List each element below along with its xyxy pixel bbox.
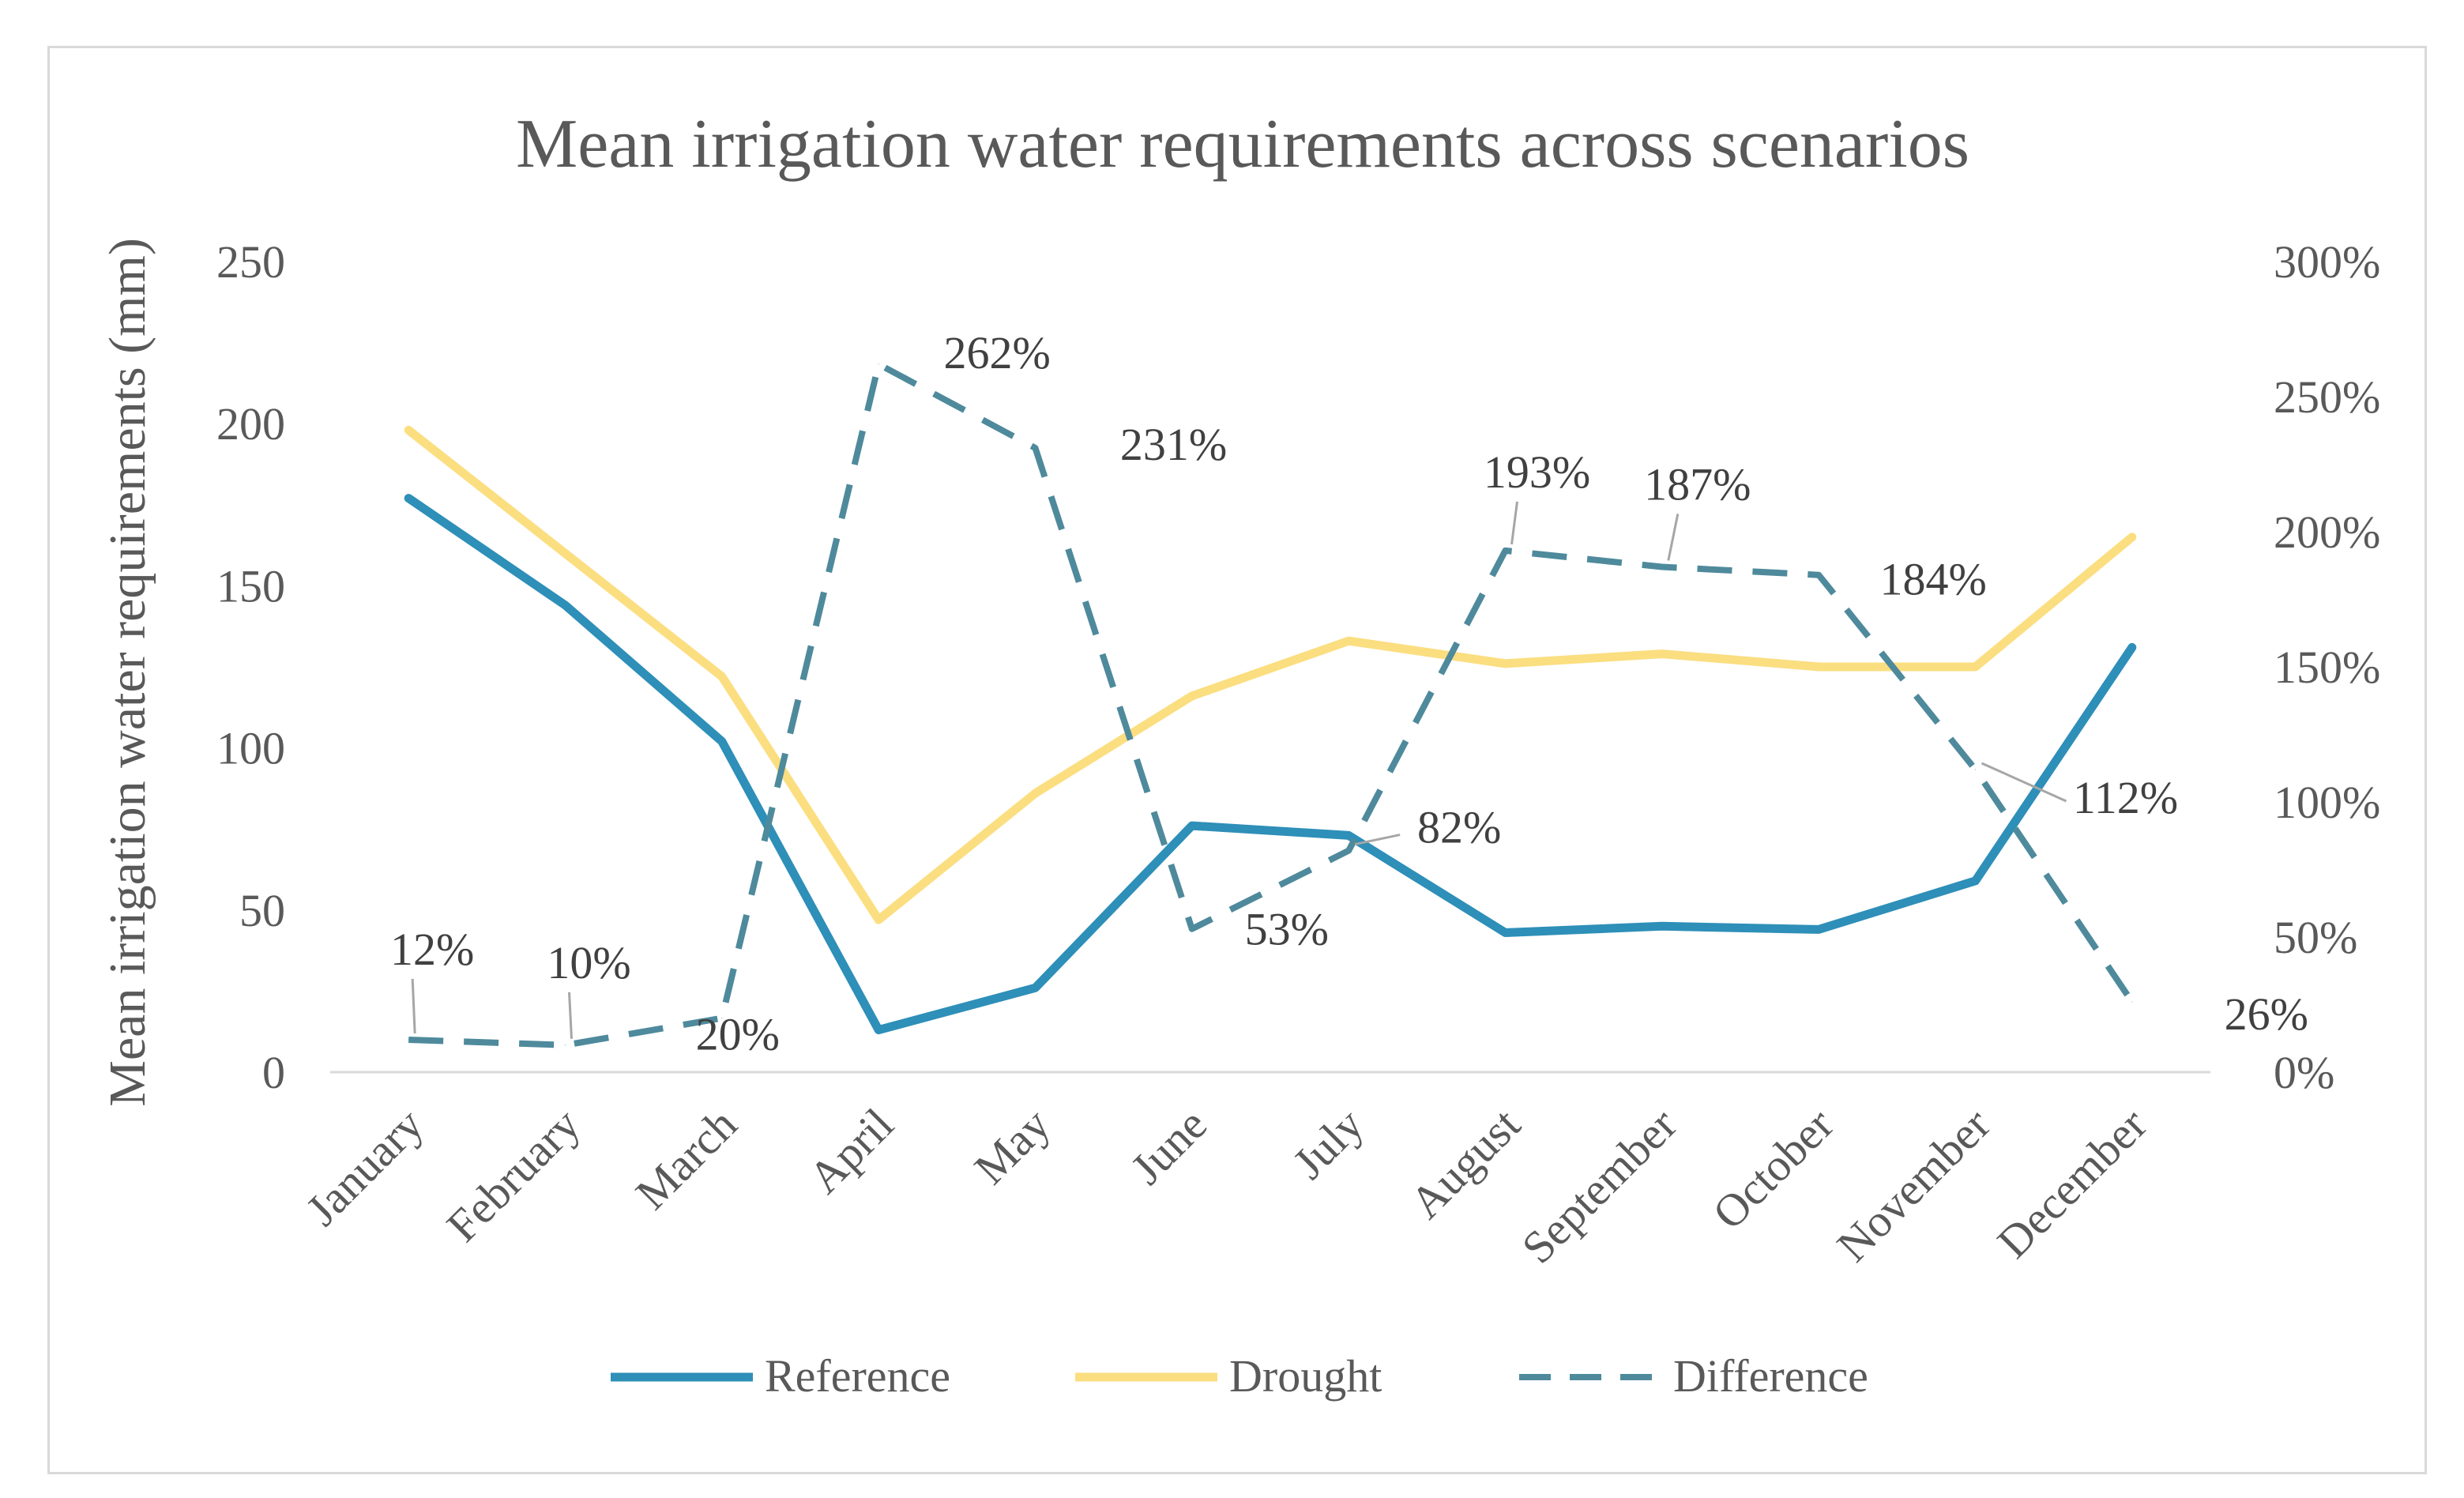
data-label-leader xyxy=(1667,514,1680,561)
data-point-reference xyxy=(1505,932,1506,934)
data-label-leader xyxy=(1354,834,1401,846)
data-point-difference xyxy=(1661,566,1663,567)
x-tick-label: March xyxy=(626,1098,747,1219)
data-point-difference xyxy=(878,363,879,365)
y2-tick-label: 200% xyxy=(2274,506,2380,558)
series-line-difference xyxy=(408,361,2135,1048)
x-tick-label: April xyxy=(799,1098,904,1203)
data-point-drought xyxy=(1191,695,1193,697)
y-tick-label: 250 xyxy=(216,236,285,288)
data-label-difference: 193% xyxy=(1484,446,1590,498)
data-point-drought xyxy=(1975,666,1976,668)
data-point-reference xyxy=(1975,880,1976,882)
y-tick-label: 50 xyxy=(239,885,285,936)
x-tick-label: October xyxy=(1702,1098,1843,1239)
chart-title: Mean irrigation water requirements acros… xyxy=(516,106,1969,183)
data-label-leader xyxy=(411,978,416,1034)
data-point-drought xyxy=(721,676,723,677)
data-point-drought xyxy=(408,429,409,431)
data-label-difference: 53% xyxy=(1245,904,1329,955)
data-point-difference xyxy=(565,1044,566,1046)
data-point-reference xyxy=(565,604,566,606)
series-layer xyxy=(404,361,2137,1048)
y2-tick-label: 100% xyxy=(2274,777,2380,828)
data-label-difference: 82% xyxy=(1417,802,1501,853)
data-label-difference: 12% xyxy=(390,924,474,975)
data-label-difference: 112% xyxy=(2073,772,2178,823)
data-point-difference xyxy=(1191,928,1193,930)
data-label-difference: 187% xyxy=(1644,458,1751,510)
data-label-difference: 231% xyxy=(1120,419,1227,470)
data-point-reference xyxy=(1661,925,1663,927)
data-point-drought xyxy=(2131,536,2133,538)
y-tick-label: 100 xyxy=(216,723,285,774)
data-point-difference xyxy=(408,1039,409,1041)
x-tick-label: July xyxy=(1283,1098,1373,1188)
data-label-difference: 26% xyxy=(2225,988,2308,1040)
data-point-difference xyxy=(1975,769,1976,770)
x-tick-label: November xyxy=(1827,1098,2000,1271)
y2-tick-label: 150% xyxy=(2274,642,2380,693)
data-point-drought xyxy=(565,552,566,554)
data-label-difference: 262% xyxy=(944,327,1051,378)
data-point-difference xyxy=(2131,1001,2133,1003)
x-tick-label: December xyxy=(1988,1098,2157,1267)
data-label-difference: 184% xyxy=(1880,554,1987,605)
x-tick-label: September xyxy=(1512,1098,1687,1273)
x-tick-label: May xyxy=(965,1098,1060,1194)
y-tick-label: 150 xyxy=(216,560,285,612)
data-point-difference xyxy=(1505,550,1506,551)
data-point-reference xyxy=(878,1029,879,1031)
y2-tick-label: 250% xyxy=(2274,371,2380,423)
y-tick-label: 200 xyxy=(216,398,285,450)
x-tick-label: February xyxy=(437,1098,590,1251)
data-point-drought xyxy=(1035,792,1036,794)
data-point-reference xyxy=(2131,646,2133,648)
y-axis-label: Mean irrigation water requirements (mm) xyxy=(99,238,156,1107)
y-tick-label: 0 xyxy=(262,1047,285,1098)
data-label-leader xyxy=(1981,762,2067,803)
series-line-drought xyxy=(404,425,2137,924)
data-point-drought xyxy=(1505,663,1506,664)
data-point-difference xyxy=(1035,447,1036,449)
chart-svg: Mean irrigation water requirements acros… xyxy=(99,106,2380,1402)
y2-tick-label: 50% xyxy=(2274,912,2357,963)
data-point-reference xyxy=(721,740,723,742)
legend: Reference Drought Difference xyxy=(611,1350,1868,1402)
chart-frame: Mean irrigation water requirements acros… xyxy=(47,46,2427,1474)
y2-tick-label: 300% xyxy=(2274,236,2380,288)
y2-tick-label: 0% xyxy=(2274,1047,2334,1098)
data-labels-layer: 12% 10% 20% 262% 231% 53% 82% 193% 187% 184% 112% 2… xyxy=(390,327,2308,1060)
series-line-reference xyxy=(404,494,2137,1035)
legend-label-drought: Drought xyxy=(1229,1350,1382,1402)
legend-label-reference: Reference xyxy=(765,1350,950,1402)
data-label-leader xyxy=(568,992,573,1039)
legend-label-difference: Difference xyxy=(1673,1350,1868,1402)
data-point-reference xyxy=(408,498,409,499)
data-label-difference: 10% xyxy=(547,937,630,988)
data-label-difference: 20% xyxy=(696,1009,780,1060)
x-tick-label: June xyxy=(1121,1098,1217,1194)
data-label-leader xyxy=(1510,501,1518,545)
data-point-drought xyxy=(1661,653,1663,655)
x-tick-label: January xyxy=(296,1098,434,1236)
x-tick-label: August xyxy=(1400,1098,1529,1228)
